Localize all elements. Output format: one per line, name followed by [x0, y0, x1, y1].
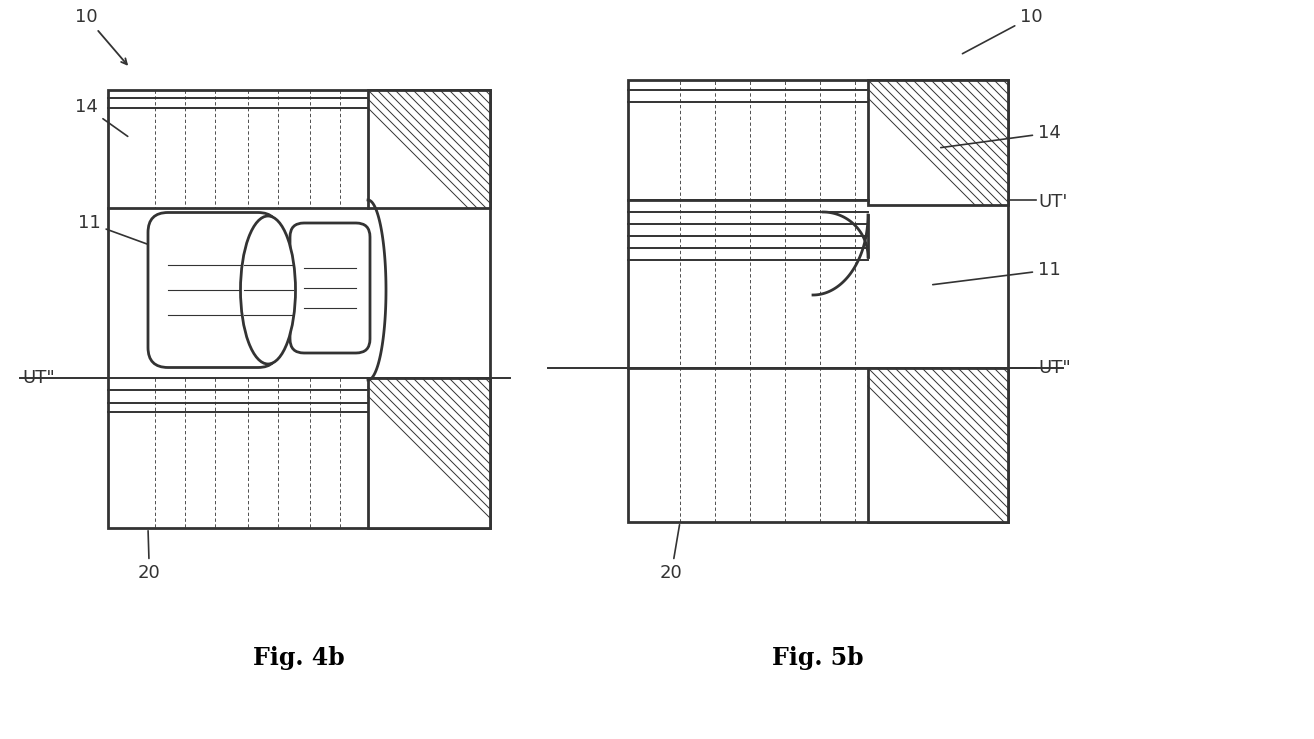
Text: Fig. 4b: Fig. 4b [254, 646, 344, 670]
Text: 14: 14 [75, 98, 127, 137]
Text: 11: 11 [78, 214, 155, 247]
Text: 10: 10 [962, 8, 1042, 54]
Text: UT": UT" [1038, 359, 1071, 377]
Text: 20: 20 [138, 531, 160, 582]
Text: UT': UT' [1038, 193, 1067, 211]
Bar [869, 80, 1008, 205]
Bar [368, 378, 490, 528]
Text: 11: 11 [933, 261, 1060, 285]
Text: 20: 20 [660, 525, 683, 582]
FancyBboxPatch shape [148, 213, 279, 367]
Text: 14: 14 [941, 124, 1060, 148]
Bar [108, 90, 490, 528]
Text: UT": UT" [22, 369, 55, 387]
Ellipse shape [240, 216, 296, 364]
Bar [628, 80, 1008, 522]
Bar [869, 368, 1008, 522]
FancyBboxPatch shape [290, 223, 371, 353]
Text: 10: 10 [75, 8, 127, 64]
Bar [368, 90, 490, 208]
Text: Fig. 5b: Fig. 5b [773, 646, 863, 670]
